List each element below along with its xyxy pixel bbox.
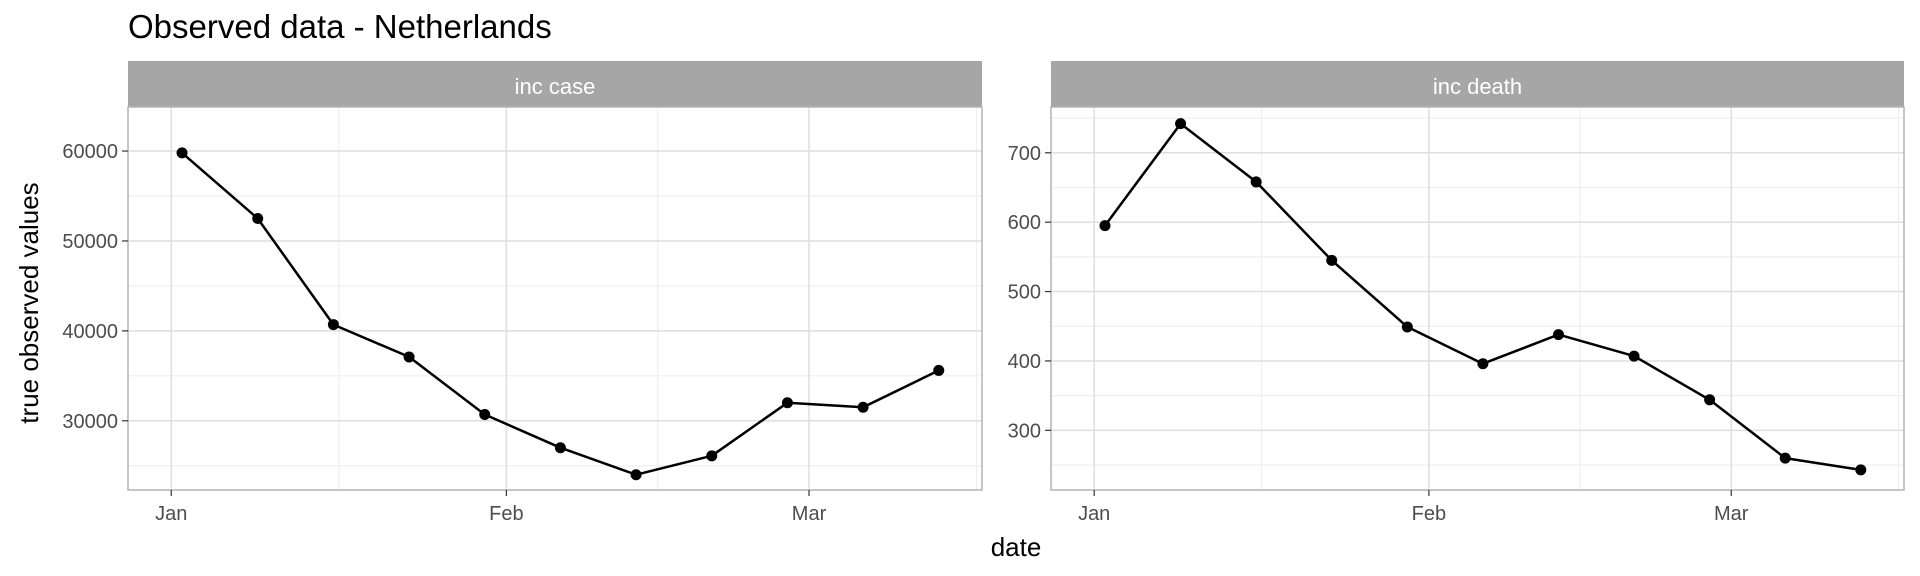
panel-inc-death: inc death 300 400 500 600 700 Jan Feb Mar bbox=[1008, 61, 1905, 525]
data-point bbox=[327, 319, 339, 331]
data-point bbox=[1779, 452, 1791, 464]
data-point bbox=[403, 351, 415, 363]
data-point bbox=[1401, 321, 1413, 333]
data-point bbox=[1704, 394, 1716, 406]
data-point bbox=[1175, 118, 1187, 130]
data-point bbox=[857, 401, 869, 413]
x-tick-label: Feb bbox=[1412, 503, 1446, 525]
y-tick-label: 500 bbox=[1008, 282, 1041, 304]
series-line bbox=[1103, 122, 1861, 472]
series-line bbox=[181, 151, 940, 476]
panel-border bbox=[1050, 106, 1905, 491]
data-point bbox=[1326, 254, 1338, 266]
x-tick-label: Jan bbox=[155, 503, 187, 525]
data-point bbox=[1250, 176, 1262, 188]
data-point bbox=[554, 442, 566, 454]
y-tick-label: 30000 bbox=[62, 411, 118, 433]
data-point bbox=[706, 450, 718, 462]
x-tick-label: Mar bbox=[792, 503, 827, 525]
y-tick-label: 700 bbox=[1008, 143, 1041, 165]
y-tick-label: 60000 bbox=[62, 141, 118, 163]
facet-strip bbox=[1051, 61, 1904, 107]
x-tick-label: Jan bbox=[1078, 503, 1110, 525]
panel-border bbox=[127, 106, 983, 491]
x-tick-label: Feb bbox=[489, 503, 523, 525]
data-point bbox=[176, 147, 188, 159]
data-point bbox=[781, 397, 793, 409]
x-axis-label: date bbox=[991, 532, 1042, 562]
y-tick-label: 40000 bbox=[62, 321, 118, 343]
facet-strip-label: inc death bbox=[1433, 74, 1522, 99]
data-point bbox=[630, 469, 642, 481]
y-tick-label: 300 bbox=[1008, 420, 1041, 442]
y-axis-label: true observed values bbox=[14, 182, 44, 423]
data-point bbox=[479, 408, 491, 420]
x-tick-label: Mar bbox=[1714, 503, 1749, 525]
data-point bbox=[252, 212, 264, 224]
data-point bbox=[1552, 329, 1564, 341]
facet-strip-label: inc case bbox=[515, 74, 596, 99]
facet-strip bbox=[128, 61, 982, 107]
data-point bbox=[1855, 464, 1867, 476]
data-point bbox=[1477, 358, 1489, 370]
panel-inc-case: inc case 30000 40000 50000 60000 Jan Feb Mar bbox=[62, 61, 983, 525]
data-point bbox=[1628, 350, 1640, 362]
y-tick-label: 600 bbox=[1008, 212, 1041, 234]
y-tick-label: 400 bbox=[1008, 351, 1041, 373]
y-tick-label: 50000 bbox=[62, 231, 118, 253]
data-point bbox=[933, 364, 945, 376]
data-point bbox=[1099, 220, 1111, 232]
chart-title: Observed data - Netherlands bbox=[128, 8, 552, 45]
